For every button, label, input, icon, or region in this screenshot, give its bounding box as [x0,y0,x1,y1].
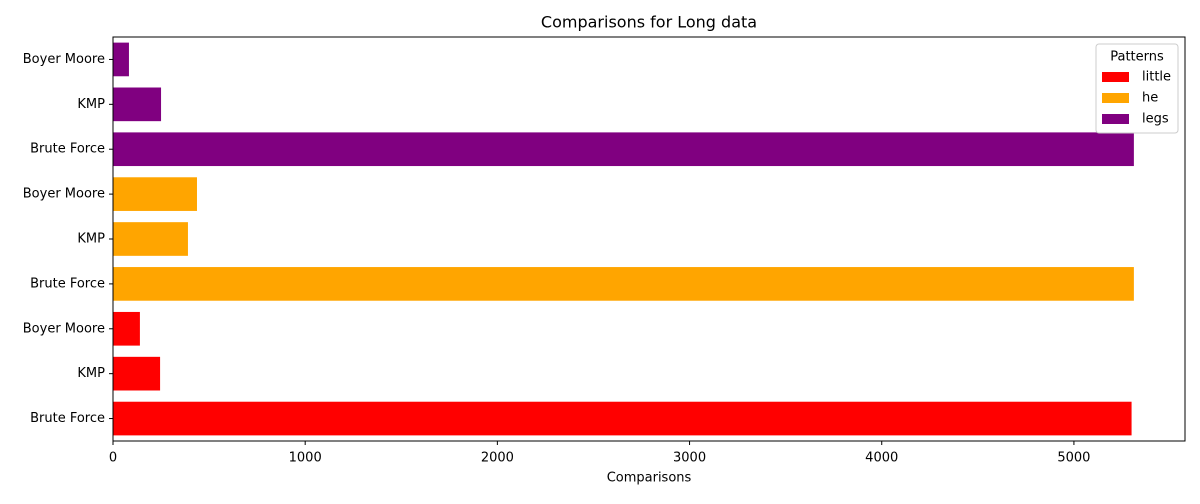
legend-label: legs [1142,112,1169,127]
bar [113,222,188,256]
x-tick-label: 3000 [673,451,706,466]
y-tick-label: Brute Force [30,411,105,426]
bar [113,356,161,391]
legend-swatch [1102,72,1129,82]
legend-label: little [1142,70,1171,85]
y-tick-label: Boyer Moore [23,321,105,336]
x-tick-label: 1000 [289,451,322,466]
x-tick-label: 5000 [1057,451,1090,466]
bar [113,311,140,346]
legend-swatch [1102,114,1129,124]
bar [113,87,162,122]
bar [113,42,129,77]
y-tick-label: Boyer Moore [23,187,105,202]
chart-title: Comparisons for Long data [541,13,757,32]
plot-frame [112,36,1186,442]
bar [113,267,1134,301]
legend-label: he [1142,91,1158,106]
y-tick-label: Brute Force [30,142,105,157]
legend-box [1095,43,1179,134]
legend-swatch [1102,93,1129,103]
bar [113,177,197,211]
legend-title: Patterns [1110,50,1164,65]
y-tick-label: Boyer Moore [23,52,105,67]
x-tick-label: 0 [109,451,117,466]
x-tick-label: 4000 [865,451,898,466]
y-tick-label: KMP [77,366,105,381]
y-tick-label: Brute Force [30,276,105,291]
bar [113,401,1132,436]
bar [113,132,1134,167]
x-tick-label: 2000 [481,451,514,466]
y-tick-label: KMP [77,232,105,247]
x-axis-label: Comparisons [607,471,692,486]
y-tick-label: KMP [77,97,105,112]
